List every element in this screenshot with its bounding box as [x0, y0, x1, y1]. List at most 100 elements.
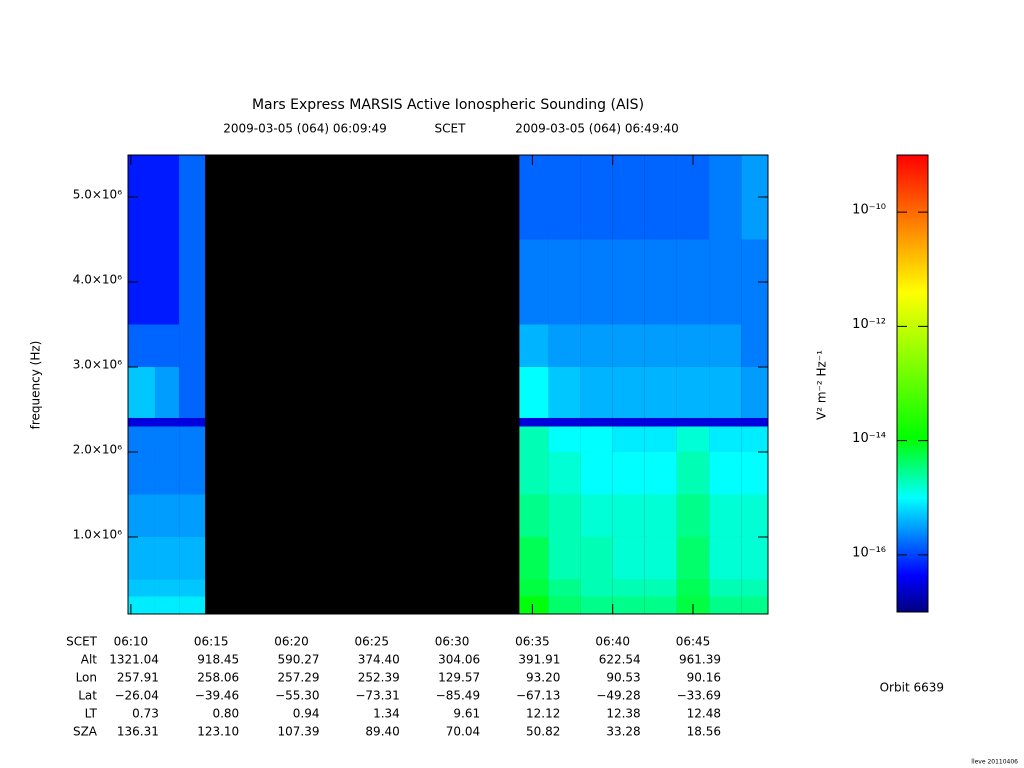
spectrogram-cell: [548, 155, 581, 240]
spectrogram-cell: [612, 451, 645, 495]
spectrogram-cell: [548, 596, 581, 614]
spectrogram-cell: [709, 536, 742, 580]
spectrogram-cell: [179, 417, 206, 427]
spectrogram-cell: [128, 366, 155, 418]
ephemeris-label: Lon: [76, 671, 97, 685]
spectrogram-cell: [580, 417, 613, 427]
ephemeris-value: −55.30: [275, 689, 319, 703]
spectrogram-cell: [519, 494, 549, 537]
ephemeris-value: 89.40: [365, 725, 399, 739]
ephemeris-value: 1321.04: [109, 653, 159, 667]
ephemeris-label: Lat: [78, 689, 97, 703]
ephemeris-value: 12.38: [606, 707, 640, 721]
ephemeris-value: 107.39: [277, 725, 319, 739]
ephemeris-value: 0.80: [212, 707, 239, 721]
ephemeris-value: 0.94: [293, 707, 320, 721]
spectrogram-cell: [644, 366, 677, 418]
ephemeris-value: −49.28: [596, 689, 640, 703]
spectrogram-cell: [154, 155, 180, 240]
ephemeris-value: 961.39: [679, 653, 721, 667]
ephemeris-value: 33.28: [606, 725, 640, 739]
spectrogram-cell: [128, 536, 155, 580]
ephemeris-value: −26.04: [114, 689, 158, 703]
ephemeris-value: 70.04: [446, 725, 480, 739]
spectrogram-cell: [548, 579, 581, 597]
ephemeris-value: −39.46: [195, 689, 239, 703]
ephemeris-value: 0.73: [132, 707, 159, 721]
spectrogram-cell: [179, 494, 206, 537]
ephemeris-value: −33.69: [677, 689, 721, 703]
spectrogram-cell: [580, 324, 613, 367]
spectrogram-cell: [154, 579, 180, 597]
spectrogram-cell: [548, 417, 581, 427]
spectrogram-cell: [154, 239, 180, 325]
spectrogram-cell: [741, 366, 768, 418]
ephemeris-value: 93.20: [526, 671, 560, 685]
spectrogram-cell: [612, 239, 645, 325]
spectrogram-cell: [612, 596, 645, 614]
y-tick-label: 5.0×10⁶: [73, 187, 122, 201]
spectrogram-cell: [548, 494, 581, 537]
spectrogram-cell: [580, 451, 613, 495]
spectrogram-cell: [612, 417, 645, 427]
spectrogram-cell: [128, 596, 155, 614]
chart-title: Mars Express MARSIS Active Ionospheric S…: [252, 97, 644, 113]
spectrogram-cell: [548, 366, 581, 418]
spectrogram-cell: [519, 417, 549, 427]
spectrogram-cell: [612, 155, 645, 240]
y-tick-label: 4.0×10⁶: [73, 272, 122, 286]
spectrogram-cell: [548, 536, 581, 580]
spectrogram-cell: [580, 426, 613, 452]
spectrogram-cell: [741, 494, 768, 537]
ephemeris-value: 304.06: [438, 653, 480, 667]
spectrogram-cell: [612, 579, 645, 597]
spectrogram-cell: [154, 451, 180, 495]
spectrogram-cell: [154, 536, 180, 580]
ephemeris-value: 136.31: [117, 725, 159, 739]
y-tick-label: 1.0×10⁶: [73, 527, 122, 541]
spectrogram-cell: [519, 451, 549, 495]
spectrogram-cell: [644, 426, 677, 452]
subtitle-start: 2009-03-05 (064) 06:09:49: [223, 122, 387, 136]
spectrogram-cell: [741, 324, 768, 367]
spectrogram-cell: [709, 451, 742, 495]
spectrogram-cell: [741, 417, 768, 427]
spectrogram-cell: [128, 426, 155, 452]
x-tick-label: 06:20: [274, 635, 309, 649]
spectrogram-cell: [154, 366, 180, 418]
spectrogram-cell: [519, 579, 549, 597]
spectrogram-cell: [519, 324, 549, 367]
spectrogram-cell: [179, 536, 206, 580]
spectrogram-cell: [154, 426, 180, 452]
spectrogram-cell: [741, 579, 768, 597]
spectrogram-cell: [128, 579, 155, 597]
spectrogram-cell: [644, 596, 677, 614]
spectrogram-cell: [676, 239, 710, 325]
spectrogram-cell: [709, 596, 742, 614]
ephemeris-value: −85.49: [436, 689, 480, 703]
spectrogram-cell: [548, 324, 581, 367]
ephemeris-value: 918.45: [197, 653, 239, 667]
spectrogram-cell: [612, 536, 645, 580]
ephemeris-value: 12.48: [687, 707, 721, 721]
ephemeris-value: 622.54: [599, 653, 641, 667]
x-tick-label: 06:30: [435, 635, 470, 649]
footer: lleve 20110406: [971, 759, 1018, 766]
spectrogram-cell: [179, 155, 206, 240]
spectrogram-cell: [548, 426, 581, 452]
spectrogram-cell: [709, 579, 742, 597]
ephemeris-value: 18.56: [687, 725, 721, 739]
spectrogram-cell: [548, 239, 581, 325]
ephemeris-value: 123.10: [197, 725, 239, 739]
spectrogram-cell: [709, 155, 742, 240]
ephemeris-value: 1.34: [373, 707, 400, 721]
subtitle-end: 2009-03-05 (064) 06:49:40: [515, 122, 679, 136]
ephemeris-value: 252.39: [358, 671, 400, 685]
spectrogram-cell: [741, 426, 768, 452]
spectrogram-cell: [709, 324, 742, 367]
colorbar-tick-label: 10⁻¹⁶: [852, 545, 886, 560]
ephemeris-value: 90.53: [606, 671, 640, 685]
spectrogram-cell: [179, 596, 206, 614]
colorbar-label: V² m⁻² Hz⁻¹: [815, 350, 829, 420]
